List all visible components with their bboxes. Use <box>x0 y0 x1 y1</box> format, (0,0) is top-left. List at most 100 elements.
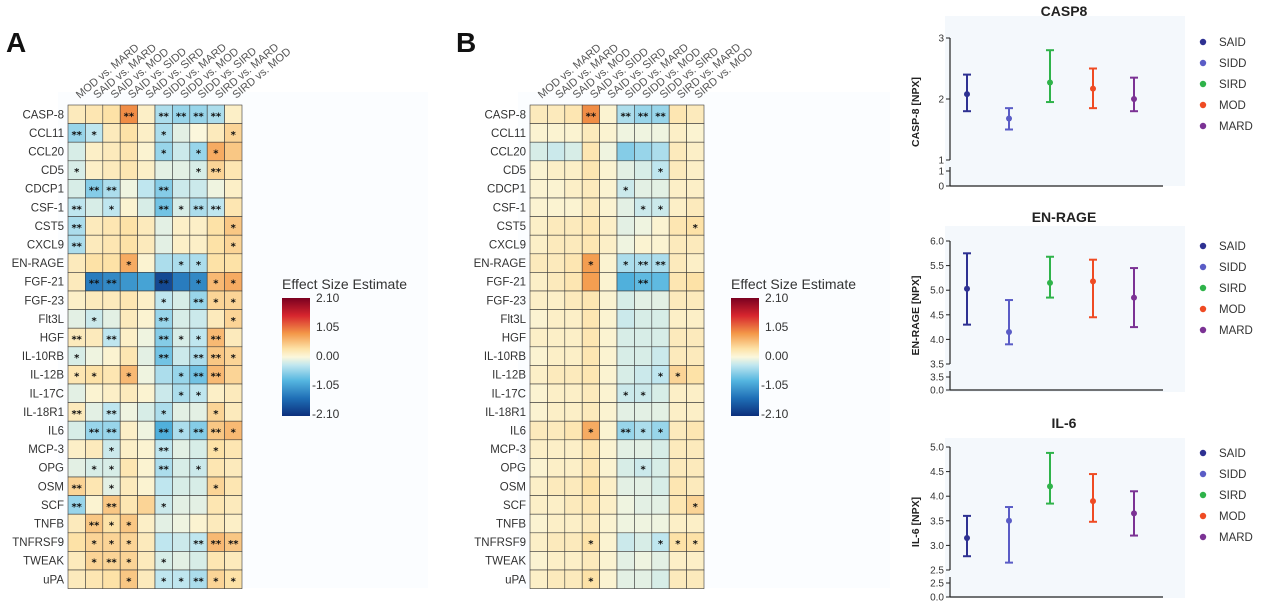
y-tick-label: 3.5 <box>930 516 944 527</box>
significance-marker: * <box>231 242 237 253</box>
legend-label: MARD <box>1219 121 1253 133</box>
heatmap-cell <box>616 197 635 217</box>
significance-marker: * <box>675 539 681 550</box>
heatmap-cell <box>547 123 566 143</box>
legend-label: SAID <box>1219 241 1246 253</box>
heatmap-cell <box>224 327 243 348</box>
heatmap-cell <box>224 160 243 180</box>
significance-marker: * <box>213 576 219 587</box>
significance-marker: * <box>161 149 167 160</box>
significance-marker: * <box>178 372 184 383</box>
significance-marker: ** <box>211 428 222 439</box>
heatmap-cell <box>599 179 618 199</box>
heatmap-cell <box>668 439 687 459</box>
significance-marker: ** <box>158 316 169 327</box>
heatmap-cell <box>189 234 208 255</box>
heatmap-cell <box>206 216 225 236</box>
heatmap-cell <box>564 458 583 478</box>
significance-marker: * <box>91 316 97 327</box>
row-label: HGF <box>40 333 64 345</box>
heatmap-cell <box>581 272 600 292</box>
heatmap-cell <box>529 327 548 348</box>
legend-label: SIDD <box>1219 58 1246 70</box>
legend-marker <box>1199 284 1207 292</box>
heatmap-cell <box>529 476 548 496</box>
legend-label: SAID <box>1219 37 1246 49</box>
heatmap-cell <box>581 327 600 348</box>
heatmap-cell <box>616 495 635 515</box>
heatmap-cell <box>581 383 600 403</box>
significance-marker: * <box>126 539 132 550</box>
heatmap-cell <box>154 365 173 385</box>
plot-title: CASP8 <box>1041 3 1088 19</box>
significance-marker: * <box>109 446 115 457</box>
heatmap-cell <box>529 346 548 366</box>
heatmap-cell <box>634 495 653 515</box>
row-label: CASP-8 <box>22 109 64 121</box>
heatmap-cell <box>651 309 670 329</box>
significance-marker: ** <box>211 353 222 364</box>
heatmap-cell <box>599 402 618 422</box>
row-label: OSM <box>38 481 64 493</box>
significance-marker: * <box>126 260 132 271</box>
heatmap-cell <box>189 513 208 534</box>
heatmap-cell <box>85 383 104 403</box>
colorbar-a-gradient <box>282 298 310 416</box>
heatmap-cell <box>634 476 653 496</box>
heatmap-cell <box>547 253 566 273</box>
heatmap-cell <box>634 123 653 143</box>
heatmap-cell <box>119 179 138 199</box>
heatmap-cell <box>529 123 548 143</box>
heatmap-cell <box>686 141 705 162</box>
heatmap-cell <box>616 551 635 571</box>
heatmap-cell <box>85 327 104 348</box>
heatmap-cell <box>172 123 191 143</box>
heatmap-cell <box>137 290 156 310</box>
heatmap-cell <box>634 532 653 552</box>
row-label: IL-12B <box>492 370 526 382</box>
legend-marker <box>1199 326 1207 334</box>
significance-marker: * <box>623 260 629 271</box>
heatmap-cell <box>102 234 121 255</box>
heatmap-cell <box>634 160 653 180</box>
heatmap-cell <box>581 513 600 534</box>
colorbar-b-gradient <box>731 298 759 416</box>
heatmap-cell <box>137 253 156 273</box>
heatmap-cell <box>616 290 635 310</box>
y-axis-label: CASP-8 [NPX] <box>910 77 922 147</box>
significance-marker: ** <box>193 204 204 215</box>
heatmap-cell <box>154 234 173 255</box>
heatmap-cell <box>137 160 156 180</box>
heatmap-cell <box>529 383 548 403</box>
row-label: FGF-21 <box>486 277 526 289</box>
heatmap-cell <box>102 141 121 162</box>
heatmap-cell <box>137 476 156 496</box>
heatmap-cell <box>686 253 705 273</box>
heatmap-cell <box>547 309 566 329</box>
heatmap-cell <box>581 234 600 255</box>
heatmap-cell <box>189 309 208 329</box>
y-tick-label: 2.5 <box>930 566 944 577</box>
heatmap-cell <box>85 253 104 273</box>
colorbar-b-tick: 0.00 <box>765 349 789 363</box>
heatmap-cell <box>102 383 121 403</box>
significance-marker: * <box>693 502 699 513</box>
legend-marker <box>1199 470 1207 478</box>
significance-marker: * <box>178 428 184 439</box>
heatmap-cell <box>529 402 548 422</box>
heatmap-cell <box>172 495 191 515</box>
row-label: CST5 <box>35 221 64 233</box>
significance-marker: ** <box>158 279 169 290</box>
heatmap-cell <box>206 383 225 403</box>
legend-label: SIRD <box>1219 490 1246 502</box>
significance-marker: ** <box>193 539 204 550</box>
row-label: CXCL9 <box>27 240 64 252</box>
heatmap-cell <box>529 197 548 217</box>
heatmap-cell <box>651 234 670 255</box>
heatmap-cell <box>599 346 618 366</box>
heatmap-cell <box>564 123 583 143</box>
heatmap-cell <box>668 551 687 571</box>
heatmap-cell <box>547 551 566 571</box>
legend-marker <box>1199 491 1207 499</box>
significance-marker: ** <box>158 111 169 122</box>
